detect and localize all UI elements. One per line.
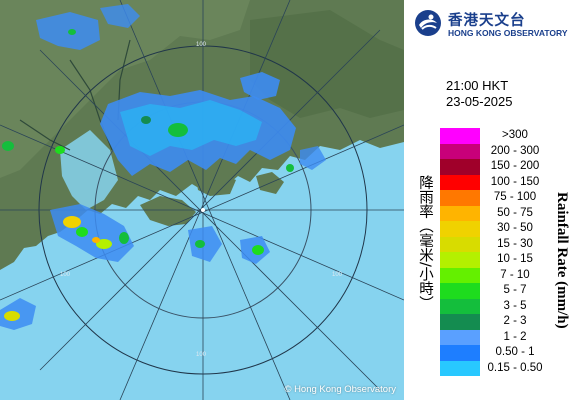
legend-swatch (440, 128, 480, 144)
legend-swatch (440, 143, 480, 159)
legend-label: 3 - 5 (503, 299, 527, 312)
range-ring-label-south: 100 (196, 352, 207, 358)
copyright-text: © Hong Kong Observatory (284, 384, 396, 395)
logo-name-en: HONG KONG OBSERVATORY (448, 28, 568, 38)
legend-color-scale (440, 128, 480, 376)
legend-swatch (440, 345, 480, 361)
legend-swatch (440, 314, 480, 330)
logo-name-zh: 香港天文台 (448, 13, 526, 29)
land-shade-2 (250, 10, 404, 118)
legend-swatch (440, 267, 480, 283)
legend-swatch (440, 190, 480, 206)
range-ring-label-north: 100 (196, 42, 207, 48)
legend-labels: >300 200 - 300 150 - 200 100 - 150 75 - 100 5… (480, 128, 550, 376)
range-ring-label-west: 100 (60, 272, 71, 278)
legend-label: 100 - 150 (490, 175, 540, 188)
radar-site-marker (201, 208, 205, 212)
radar-map[interactable]: 100 100 100 100 © Hong Kong Observatory (0, 0, 404, 400)
legend-swatch (440, 252, 480, 268)
legend-title-zh: 降雨率（毫米/小時） (417, 175, 433, 311)
range-ring-label-east: 100 (332, 272, 343, 278)
radar-map-graphic (0, 0, 404, 400)
legend-label: 0.50 - 1 (495, 346, 535, 358)
legend-title-en: Rainfall Rate (mm/h) (554, 192, 570, 329)
legend-swatch (440, 205, 480, 221)
legend-label: 2 - 3 (503, 315, 527, 327)
legend-swatch (440, 236, 480, 252)
legend-label: >300 (502, 129, 528, 141)
legend-swatch (440, 360, 480, 376)
legend-swatch (440, 298, 480, 314)
radar-echo-nw (36, 12, 100, 50)
observation-date: 23-05-2025 (446, 94, 513, 109)
legend-label: 200 - 300 (490, 144, 540, 157)
legend-label: 75 - 100 (493, 191, 537, 203)
hko-logo[interactable]: 香港天文台 HONG KONG OBSERVATORY (414, 6, 574, 42)
radar-cells-heavy (2, 29, 294, 321)
island-hk (196, 172, 236, 196)
legend-label: 7 - 10 (500, 268, 530, 281)
radar-echo-nw-2 (100, 4, 140, 28)
legend-swatch (440, 329, 480, 345)
radar-echo-east (300, 146, 326, 170)
legend-label: 50 - 75 (497, 206, 533, 219)
legend-label: 5 - 7 (503, 284, 527, 296)
legend-label: 150 - 200 (490, 160, 540, 172)
observation-time: 21:00 HKT (446, 78, 509, 93)
legend-swatch (440, 159, 480, 175)
info-panel: 香港天文台 HONG KONG OBSERVATORY 21:00 HKT 23… (404, 0, 577, 400)
legend-swatch (440, 221, 480, 237)
estuary-water (60, 130, 118, 210)
legend-label: 1 - 2 (503, 330, 527, 343)
legend-label: 10 - 15 (497, 253, 533, 265)
legend-swatch (440, 174, 480, 190)
radar-echo-main-light (120, 100, 262, 156)
legend-label: 15 - 30 (497, 237, 533, 250)
hko-emblem-icon (415, 10, 441, 36)
radar-echo-ne (240, 72, 280, 100)
legend-label: 0.15 - 0.50 (487, 361, 543, 374)
legend-swatch (440, 283, 480, 299)
legend-label: 30 - 50 (497, 222, 533, 234)
